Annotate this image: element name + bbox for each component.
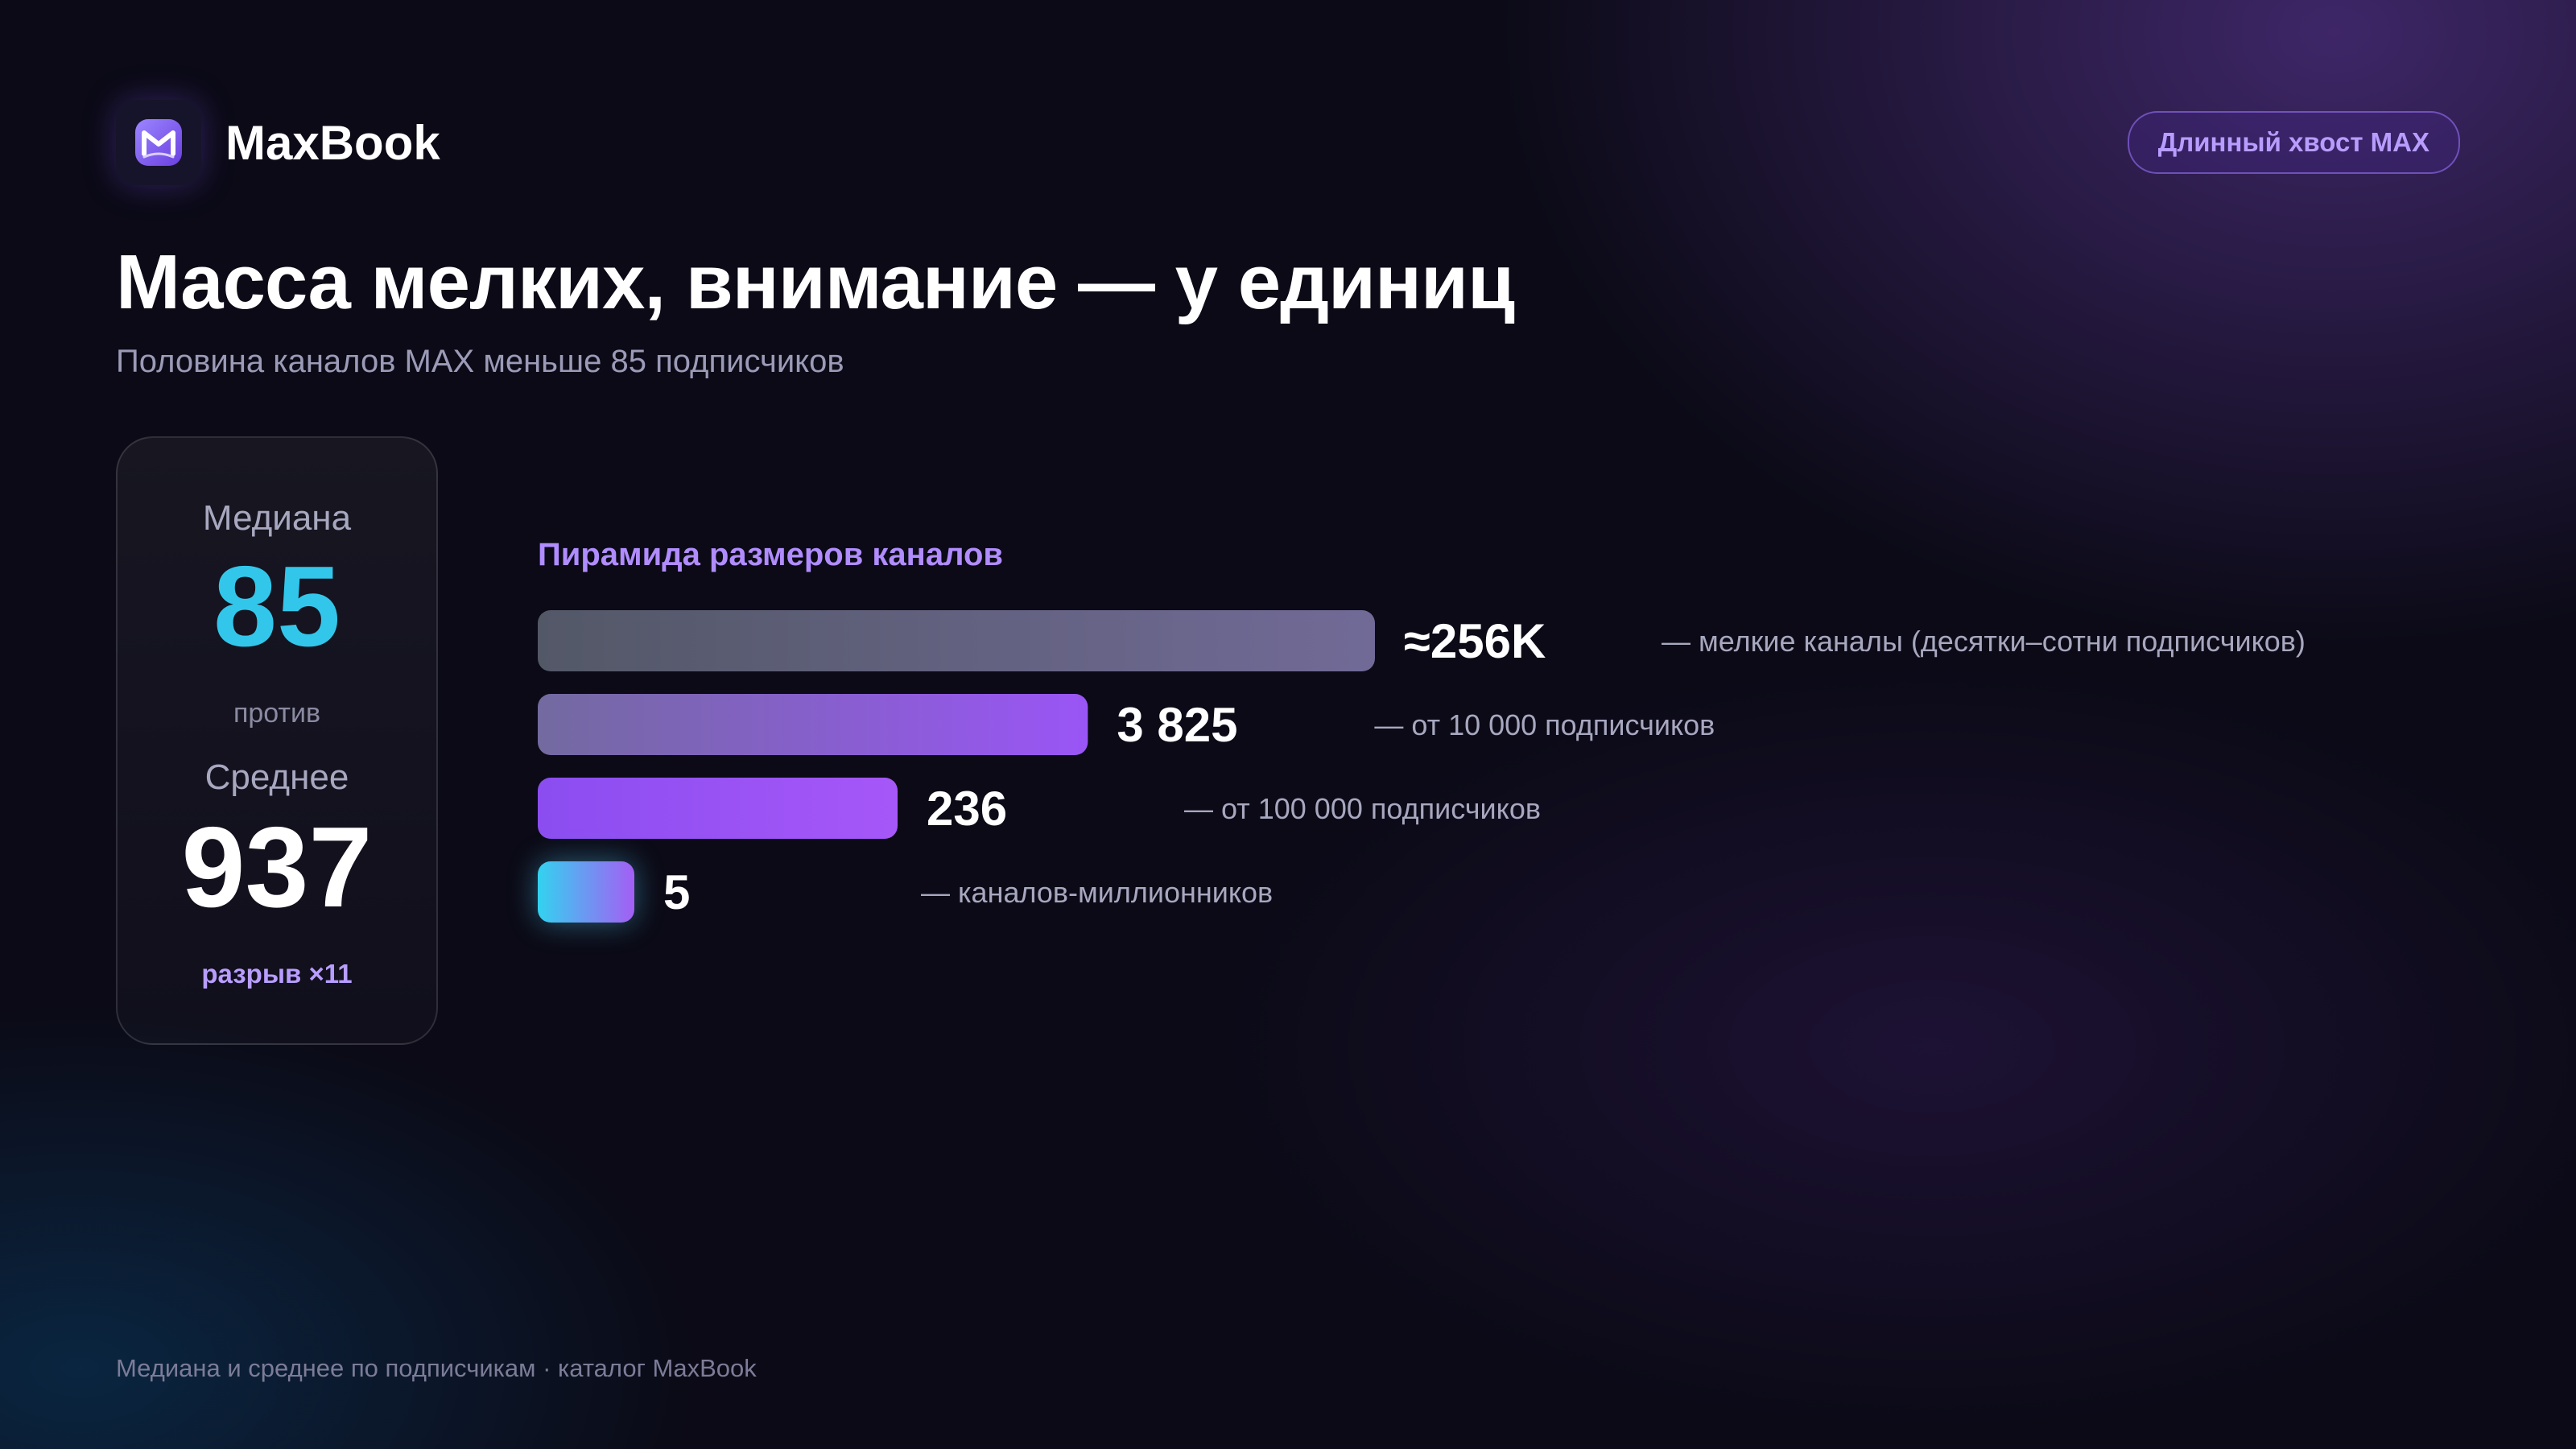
book-m-logo-icon [135, 119, 182, 166]
page-subtitle: Половина каналов MAX меньше 85 подписчик… [116, 344, 844, 379]
footnote: Медиана и среднее по подписчикам · катал… [116, 1354, 757, 1382]
chart-title: Пирамида размеров каналов [538, 537, 1003, 572]
app-logo [116, 100, 201, 185]
pyramid-bar [538, 861, 634, 923]
average-label: Среднее [204, 758, 349, 797]
gap-label: разрыв ×11 [201, 959, 353, 989]
topic-tag: Длинный хвост MAX [2127, 111, 2460, 174]
median-value: 85 [213, 543, 341, 671]
bar-category-label: — от 10 000 подписчиков [1374, 708, 1715, 741]
page-title: Масса мелких, внимание — у единиц [116, 239, 1515, 325]
bar-value-label: 3 825 [1117, 698, 1237, 752]
pyramid-bar [538, 694, 1088, 755]
brand-name: MaxBook [225, 116, 440, 170]
bar-category-label: — от 100 000 подписчиков [1184, 792, 1541, 825]
bar-value-label: 5 [663, 865, 690, 919]
versus-label: против [233, 698, 321, 729]
average-value: 937 [181, 803, 373, 931]
pyramid-bar [538, 778, 898, 839]
pyramid-bar [538, 610, 1375, 671]
bar-value-label: 236 [927, 782, 1007, 836]
bar-value-label: ≈256K [1404, 614, 1546, 668]
median-label: Медиана [202, 498, 352, 538]
bar-category-label: — мелкие каналы (десятки–сотни подписчик… [1662, 625, 2306, 658]
median-average-card: Медиана 85 против Среднее 937 разрыв ×11 [116, 436, 438, 1045]
bar-category-label: — каналов-миллионников [921, 876, 1273, 909]
